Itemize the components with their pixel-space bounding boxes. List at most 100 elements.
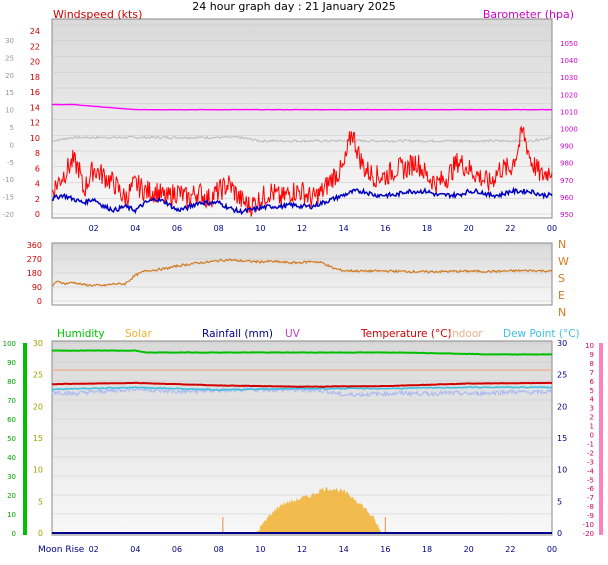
legend-label: Solar <box>125 328 152 340</box>
humidity-axis-tick: 0 <box>12 530 16 538</box>
rainfall-axis-tick: 20 <box>557 402 567 411</box>
x-tick-label: 22 <box>505 545 515 554</box>
x-tick-label: 06 <box>172 545 182 554</box>
temperature-axis-tick: 5 <box>590 387 594 395</box>
temperature-axis-tick: 0 <box>10 141 14 149</box>
windspeed-axis-tick: 0 <box>35 210 40 219</box>
windspeed-axis-tick: 12 <box>30 119 40 128</box>
temperature-axis-tick: -2 <box>587 449 594 457</box>
moon-rise-label: Moon Rise <box>38 545 85 555</box>
windspeed-axis-tick: 20 <box>30 58 40 67</box>
x-tick-label: 22 <box>505 224 515 233</box>
solar-axis-tick: 25 <box>33 371 43 380</box>
x-tick-label: 02 <box>89 545 99 554</box>
windspeed-axis-tick: 8 <box>35 149 40 158</box>
direction-axis-tick: 270 <box>27 255 42 264</box>
humidity-line <box>51 349 553 356</box>
x-tick-label: 00 <box>547 224 557 233</box>
compass-axis-label: N <box>558 238 566 251</box>
temperature-axis-tick: -9 <box>587 512 594 520</box>
x-tick-label: 14 <box>339 224 349 233</box>
x-tick-label: 12 <box>297 224 307 233</box>
x-tick-label: 02 <box>89 224 99 233</box>
humidity-axis-tick: 40 <box>7 454 16 462</box>
windspeed-axis-tick: 14 <box>30 103 40 112</box>
barometer-axis-tick: 1010 <box>560 108 578 116</box>
x-tick-label: 12 <box>297 545 307 554</box>
wind-direction-line <box>51 258 553 287</box>
windspeed-axis-tick: 6 <box>35 164 40 173</box>
solar-axis-tick: 5 <box>38 497 43 506</box>
x-tick-label: 04 <box>130 224 140 233</box>
legend-label: Rainfall (mm) <box>202 328 273 340</box>
temperature-axis-tick: -5 <box>587 476 594 484</box>
x-tick-label: 04 <box>130 545 140 554</box>
barometer-line <box>51 103 552 111</box>
temperature-axis-tick: 0 <box>590 432 594 440</box>
windspeed-axis-tick: 22 <box>30 42 40 51</box>
compass-axis-label: E <box>558 289 565 302</box>
temperature-axis-tick: 4 <box>590 396 595 404</box>
barometer-axis-tick: 960 <box>560 194 573 202</box>
temperature-axis-tick: -20 <box>3 211 14 219</box>
temperature-axis-tick: 3 <box>590 405 594 413</box>
solar-axis-tick: 20 <box>33 402 43 411</box>
temperature-axis-tick: 10 <box>585 342 594 350</box>
direction-axis-tick: 360 <box>27 241 42 250</box>
temperature-axis-tick: 5 <box>10 124 14 132</box>
temperature-axis-tick: -20 <box>583 530 594 538</box>
barometer-axis-tick: 1030 <box>560 74 578 82</box>
rainfall-axis-tick: 0 <box>557 529 562 538</box>
barometer-axis-tick: 1000 <box>560 126 578 134</box>
legend-label: Dew Point (°C) <box>503 328 580 340</box>
solar-axis-tick: 0 <box>38 529 43 538</box>
direction-axis-tick: 180 <box>27 269 42 278</box>
humidity-axis-tick: 10 <box>7 511 16 519</box>
rainfall-axis-tick: 5 <box>557 497 562 506</box>
barometer-axis-tick: 970 <box>560 177 573 185</box>
temperature-axis-tick: -5 <box>7 159 14 167</box>
direction-axis-tick: 90 <box>32 283 42 292</box>
x-tick-label: 18 <box>422 224 432 233</box>
x-tick-label: 16 <box>380 545 390 554</box>
windspeed-axis-tick: 24 <box>30 27 40 36</box>
solar-axis-tick: 30 <box>33 339 43 348</box>
solar-axis-tick: 10 <box>33 466 43 475</box>
humidity-axis-tick: 60 <box>7 416 16 424</box>
windspeed-axis-tick: 2 <box>35 195 40 204</box>
x-tick-label: 00 <box>547 545 557 554</box>
temperature-axis-tick: -10 <box>3 176 14 184</box>
temperature-light-line <box>51 385 553 398</box>
windspeed-axis-tick: 18 <box>30 73 40 82</box>
humidity-axis-tick: 30 <box>7 473 16 481</box>
solar-axis-tick: 15 <box>33 434 43 443</box>
humidity-axis-tick: 90 <box>7 359 16 367</box>
temperature-axis-tick: -8 <box>587 503 594 511</box>
x-tick-label: 20 <box>464 224 474 233</box>
dew-point-line <box>52 386 553 392</box>
grey-temperature-line <box>51 135 553 144</box>
humidity-axis-tick: 80 <box>7 378 16 386</box>
temperature-axis-tick: -15 <box>3 194 14 202</box>
temperature-axis-tick: -1 <box>587 440 594 448</box>
humidity-axis-tick: 20 <box>7 492 16 500</box>
temperature-axis-tick: 2 <box>590 414 594 422</box>
legend-label: Indoor <box>449 328 483 340</box>
temperature-axis-tick: -6 <box>587 485 595 493</box>
wind-average-line <box>51 186 553 216</box>
x-tick-label: 10 <box>255 224 265 233</box>
rainfall-axis-tick: 15 <box>557 434 567 443</box>
x-tick-label: 08 <box>214 224 224 233</box>
x-tick-label: 08 <box>214 545 224 554</box>
x-tick-label: 10 <box>255 545 265 554</box>
temperature-axis-tick: 15 <box>5 89 14 97</box>
barometer-axis-tick: 990 <box>560 143 573 151</box>
temperature-line <box>52 381 553 388</box>
legend-label: Temperature (°C) <box>360 328 452 340</box>
rainfall-axis-tick: 25 <box>557 371 567 380</box>
windspeed-axis-title: Windspeed (kts) <box>53 8 142 21</box>
x-tick-label: 14 <box>339 545 349 554</box>
barometer-axis-tick: 1050 <box>560 40 578 48</box>
x-tick-label: 20 <box>464 545 474 554</box>
windspeed-axis-tick: 16 <box>30 88 40 97</box>
